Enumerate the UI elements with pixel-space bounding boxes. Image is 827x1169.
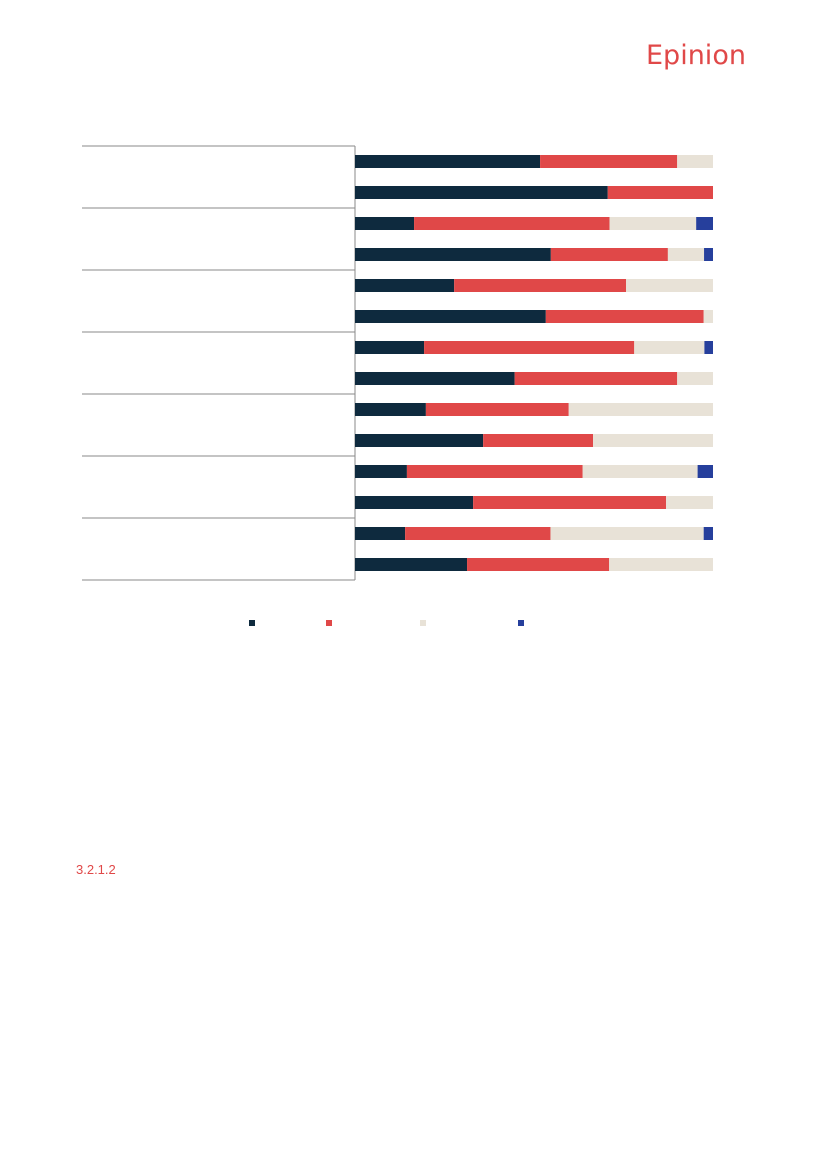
bar-segment-row3-series3 (609, 217, 697, 230)
bar-segment-row10-series2 (483, 434, 594, 447)
bar-segment-row11-series1 (355, 465, 407, 478)
bar-segment-row4-series4 (704, 248, 713, 261)
bar-segment-row14-series2 (467, 558, 610, 571)
bar-segment-row8-series1 (355, 372, 515, 385)
bar-segment-row1-series1 (355, 155, 541, 168)
bar-segment-row3-series1 (355, 217, 415, 230)
bar-segment-row2-series2 (607, 186, 713, 199)
bar-segment-row3-series4 (696, 217, 713, 230)
bar-segment-row13-series2 (405, 527, 551, 540)
bar-segment-row11-series4 (697, 465, 713, 478)
bar-segment-row12-series2 (473, 496, 667, 509)
bar-segment-row8-series2 (514, 372, 678, 385)
bar-segment-row9-series3 (568, 403, 713, 416)
bar-segment-row4-series1 (355, 248, 551, 261)
bar-segment-row5-series2 (454, 279, 627, 292)
legend-swatch-series4 (518, 620, 524, 626)
legend-swatch-series3 (420, 620, 426, 626)
bar-segment-row13-series1 (355, 527, 406, 540)
bar-segment-row6-series1 (355, 310, 546, 323)
bar-segment-row7-series3 (634, 341, 705, 354)
bar-segment-row7-series4 (704, 341, 713, 354)
bar-segment-row14-series3 (609, 558, 713, 571)
bar-segment-row11-series3 (582, 465, 698, 478)
section-number: 3.2.1.2 (76, 862, 116, 877)
stacked-bar-chart (82, 145, 713, 626)
bar-segment-row7-series1 (355, 341, 425, 354)
bar-segment-row6-series3 (703, 310, 713, 323)
bar-segment-row5-series1 (355, 279, 455, 292)
bar-segment-row13-series3 (550, 527, 704, 540)
bar-segment-row10-series1 (355, 434, 484, 447)
bar-segment-row3-series2 (414, 217, 610, 230)
bar-segment-row9-series1 (355, 403, 426, 416)
bar-segment-row4-series3 (667, 248, 705, 261)
epinion-logo: Epinion (646, 40, 746, 71)
bar-segment-row4-series2 (550, 248, 668, 261)
bar-segment-row9-series2 (425, 403, 569, 416)
bar-segment-row7-series2 (424, 341, 635, 354)
bar-segment-row8-series3 (677, 372, 713, 385)
legend-swatch-series1 (249, 620, 255, 626)
bar-segment-row14-series1 (355, 558, 468, 571)
bar-segment-row5-series3 (626, 279, 713, 292)
bar-segment-row10-series3 (593, 434, 713, 447)
bar-segment-row1-series2 (540, 155, 678, 168)
bar-segment-row13-series4 (703, 527, 713, 540)
bar-segment-row6-series2 (545, 310, 704, 323)
bar-segment-row12-series3 (666, 496, 713, 509)
bar-segment-row2-series1 (355, 186, 608, 199)
bar-segment-row1-series3 (677, 155, 713, 168)
legend-swatch-series2 (326, 620, 332, 626)
bar-segment-row12-series1 (355, 496, 474, 509)
bar-segment-row11-series2 (406, 465, 583, 478)
